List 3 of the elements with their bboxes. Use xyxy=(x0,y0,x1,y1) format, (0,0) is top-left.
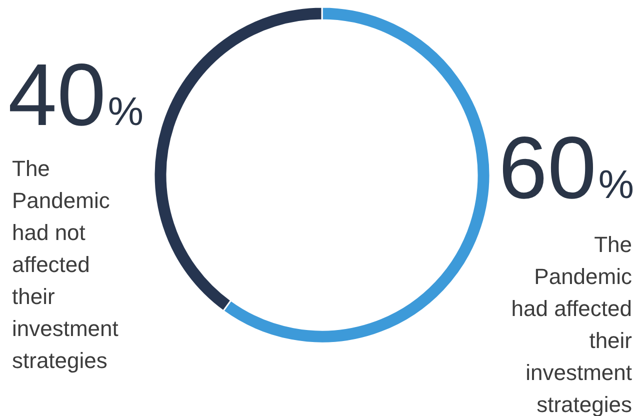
data-label: 40% xyxy=(8,45,144,144)
data-label: 60% xyxy=(498,118,634,217)
slice-label: The Pandemic had not affected their investment strategies xyxy=(12,156,118,373)
